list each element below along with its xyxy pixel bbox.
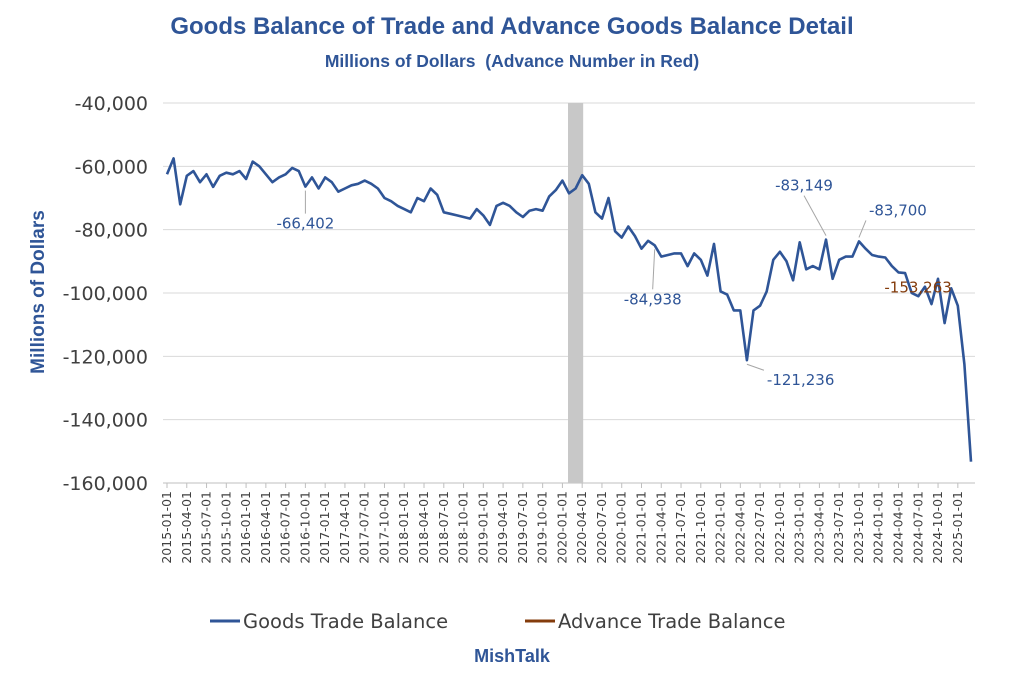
chart-subtitle: Millions of Dollars (Advance Number in R… <box>325 51 699 71</box>
x-tick-label: 2022-07-01 <box>752 491 767 564</box>
shaded-band <box>568 103 584 483</box>
x-tick-label: 2016-10-01 <box>297 491 312 564</box>
annotation-leader <box>652 249 656 290</box>
x-tick-label: 2016-01-01 <box>238 491 253 564</box>
x-tick-label: 2021-07-01 <box>673 491 688 564</box>
source-credit: MishTalk <box>474 646 551 666</box>
series-lines <box>165 157 973 462</box>
y-tick-label: -80,000 <box>75 220 148 242</box>
x-tick-label: 2021-04-01 <box>653 491 668 564</box>
x-tick-label: 2024-10-01 <box>930 491 945 564</box>
x-tick-label: 2017-04-01 <box>337 491 352 564</box>
data-label: -83,700 <box>869 201 927 219</box>
x-tick-label: 2017-01-01 <box>317 491 332 564</box>
data-label: -121,236 <box>767 371 834 389</box>
y-tick-label: -120,000 <box>63 346 148 368</box>
x-axis-ticks: 2015-01-01 2015-04-01 2015-07-01 2015-10-01… <box>159 483 965 564</box>
x-tick-label: 2019-04-01 <box>495 491 510 564</box>
data-label: -83,149 <box>775 177 833 195</box>
x-tick-label: 2019-07-01 <box>515 491 530 564</box>
y-tick-label: -140,000 <box>63 410 148 432</box>
x-tick-label: 2017-07-01 <box>357 491 372 564</box>
x-tick-label: 2022-04-01 <box>732 491 747 564</box>
legend-label-goods: Goods Trade Balance <box>243 610 448 633</box>
x-tick-label: 2019-10-01 <box>535 491 550 564</box>
y-tick-label: -60,000 <box>75 156 148 178</box>
data-labels: -66,402 -84,938 -121,236 -83,149 -83,700 -153… <box>276 177 951 390</box>
x-tick-label: 2024-04-01 <box>891 491 906 564</box>
y-axis-ticks: -40,000 -60,000 -80,000 -100,000 -120,000 -14… <box>63 93 148 495</box>
x-tick-label: 2024-01-01 <box>871 491 886 564</box>
annotation-leader <box>803 195 827 236</box>
x-tick-label: 2021-01-01 <box>633 491 648 564</box>
x-tick-label: 2018-07-01 <box>436 491 451 564</box>
x-tick-label: 2017-10-01 <box>376 491 391 564</box>
x-tick-label: 2018-01-01 <box>396 491 411 564</box>
data-label: -153,263 <box>884 279 951 297</box>
x-tick-label: 2022-10-01 <box>772 491 787 564</box>
x-tick-label: 2024-07-01 <box>910 491 925 564</box>
x-tick-label: 2022-01-01 <box>713 491 728 564</box>
data-label: -66,402 <box>276 215 334 233</box>
x-tick-label: 2016-04-01 <box>258 491 273 564</box>
x-tick-label: 2023-04-01 <box>811 491 826 564</box>
legend-label-advance: Advance Trade Balance <box>558 610 786 633</box>
legend: Goods Trade Balance Advance Trade Balanc… <box>210 610 786 633</box>
x-tick-label: 2015-01-01 <box>159 491 174 564</box>
x-tick-label: 2020-04-01 <box>574 491 589 564</box>
x-tick-label: 2018-10-01 <box>456 491 471 564</box>
x-tick-label: 2018-04-01 <box>416 491 431 564</box>
x-tick-label: 2023-10-01 <box>851 491 866 564</box>
x-tick-label: 2016-07-01 <box>278 491 293 564</box>
x-tick-label: 2023-07-01 <box>831 491 846 564</box>
x-tick-label: 2019-01-01 <box>475 491 490 564</box>
x-tick-label: 2021-10-01 <box>693 491 708 564</box>
x-tick-label: 2020-07-01 <box>594 491 609 564</box>
annotation-leader <box>746 363 765 371</box>
x-tick-label: 2025-01-01 <box>950 491 965 564</box>
series-goods-trade-balance <box>165 157 973 462</box>
recession-band <box>568 103 584 483</box>
x-tick-label: 2015-10-01 <box>218 491 233 564</box>
x-tick-label: 2020-10-01 <box>614 491 629 564</box>
x-tick-label: 2023-01-01 <box>792 491 807 564</box>
annotation-leader <box>858 220 867 238</box>
x-tick-label: 2020-01-01 <box>554 491 569 564</box>
x-tick-label: 2015-07-01 <box>199 491 214 564</box>
y-axis-title: Millions of Dollars <box>28 210 49 374</box>
data-label: -84,938 <box>624 290 682 308</box>
y-tick-label: -160,000 <box>63 473 148 495</box>
y-tick-label: -100,000 <box>63 283 148 305</box>
x-tick-label: 2015-04-01 <box>179 491 194 564</box>
chart-title: Goods Balance of Trade and Advance Goods… <box>170 13 853 40</box>
y-tick-label: -40,000 <box>75 93 148 115</box>
